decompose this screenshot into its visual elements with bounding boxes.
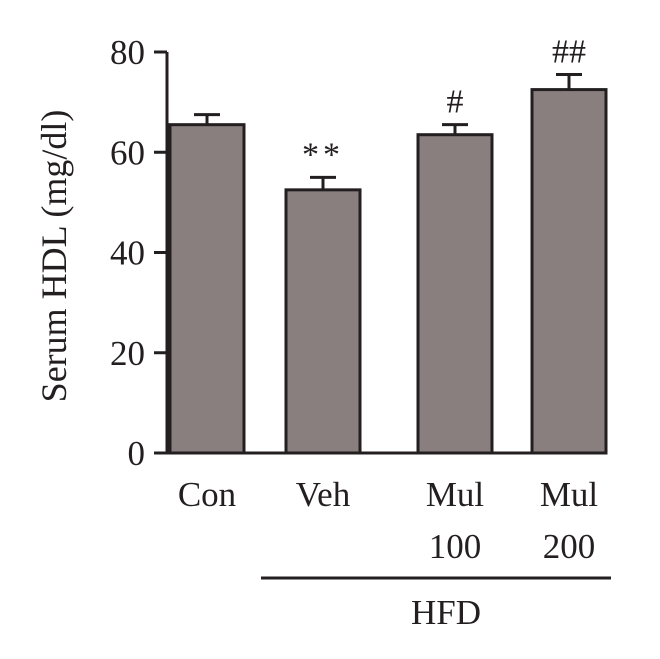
category-label-line2: 100 [429, 527, 482, 566]
group-label: HFD [411, 593, 481, 632]
category-label-line2: 200 [543, 527, 596, 566]
bar [284, 188, 362, 455]
category-label: Con [178, 475, 236, 514]
y-tick-label: 80 [110, 33, 145, 72]
category-label: Veh [296, 475, 351, 514]
significance-mark: ## [552, 34, 586, 71]
y-axis-label: Serum HDL (mg/dl) [34, 110, 74, 403]
category-label: Mul [426, 475, 485, 514]
y-tick-label: 0 [128, 434, 146, 473]
significance-mark: # [447, 84, 464, 121]
bars [168, 73, 608, 455]
y-tick-label: 20 [110, 334, 145, 373]
bar [416, 133, 494, 455]
significance-mark: ** [302, 136, 344, 173]
y-tick-label: 40 [110, 234, 145, 273]
bar [168, 123, 246, 455]
category-label: Mul [540, 475, 599, 514]
y-tick-label: 60 [110, 133, 145, 172]
labels: Con ** Veh # Mul 100 ## Mul 200 HFD [178, 34, 611, 632]
bar [530, 88, 608, 455]
